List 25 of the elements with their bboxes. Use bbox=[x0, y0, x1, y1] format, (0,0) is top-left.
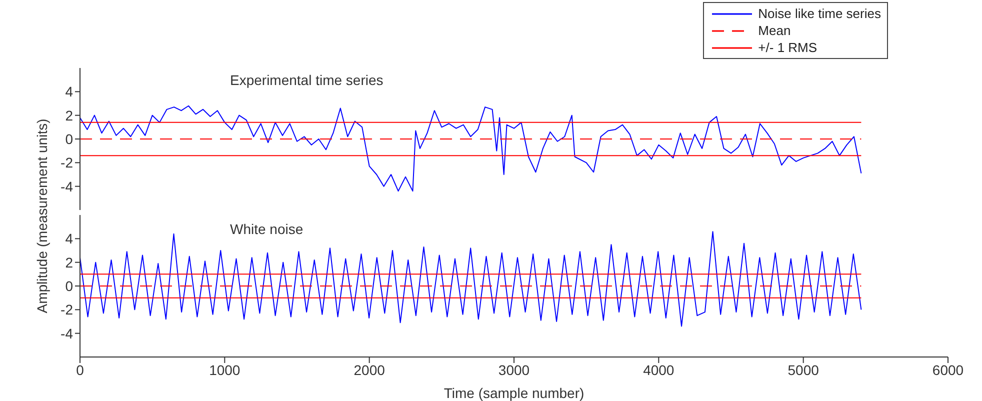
x-tick-label: 4000 bbox=[643, 362, 674, 378]
y-tick-label: 0 bbox=[65, 278, 74, 294]
x-tick-label: 5000 bbox=[788, 362, 820, 378]
y-axis-title: Amplitude (measurement units) bbox=[34, 118, 50, 314]
y-tick-label: -4 bbox=[60, 325, 74, 342]
y-tick-label: 0 bbox=[65, 130, 74, 147]
y-tick-label: 2 bbox=[65, 107, 74, 124]
x-tick-label: 0 bbox=[76, 362, 84, 378]
line-series bbox=[80, 105, 862, 192]
legend-label: +/- 1 RMS bbox=[758, 40, 818, 55]
text: White noise bbox=[230, 221, 304, 237]
x-tick-label: 2000 bbox=[354, 362, 386, 378]
x-tick-label: 3000 bbox=[498, 362, 530, 378]
y-tick-label: -2 bbox=[60, 302, 74, 318]
legend-label: Noise like time series bbox=[758, 6, 881, 21]
y-tick-label: -4 bbox=[60, 178, 74, 194]
x-tick-label: 1000 bbox=[209, 362, 240, 378]
legend-label: Mean bbox=[758, 23, 791, 38]
x-axis-title: Time (sample number) bbox=[442, 385, 586, 401]
y-tick-label: 4 bbox=[65, 84, 74, 100]
y-tick-label: 2 bbox=[65, 254, 74, 270]
x-tick-label: 6000 bbox=[932, 362, 964, 378]
y-tick-label: -2 bbox=[60, 154, 74, 171]
chart-title: Experimental time series bbox=[230, 72, 384, 88]
y-tick-label: 4 bbox=[65, 230, 74, 247]
